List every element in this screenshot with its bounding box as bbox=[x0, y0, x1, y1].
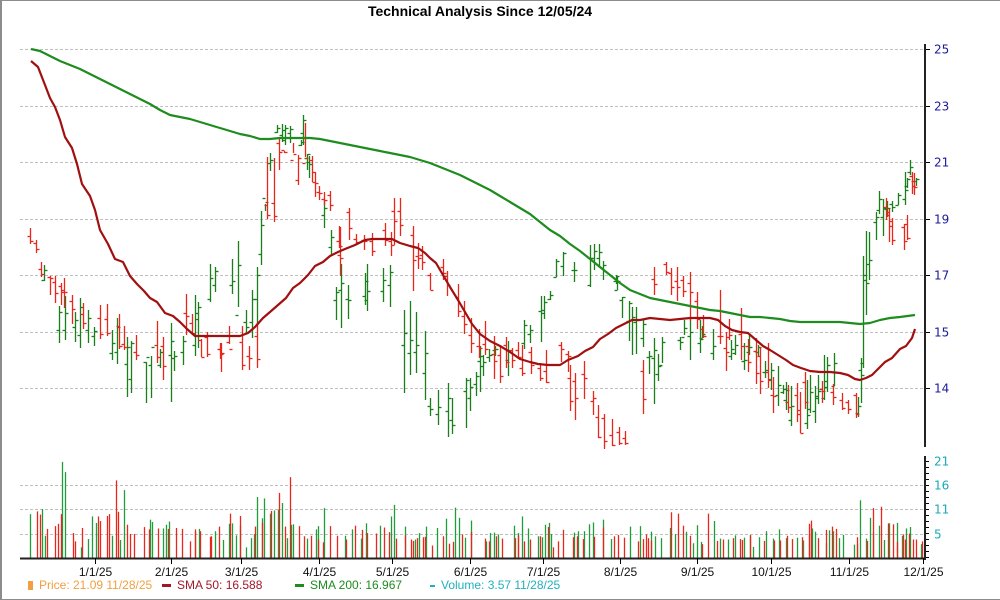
legend-sma50: SMA 50: 16.588 bbox=[162, 578, 262, 592]
svg-text:15: 15 bbox=[934, 326, 949, 340]
svg-text:3/1/25: 3/1/25 bbox=[225, 565, 259, 579]
svg-text:21: 21 bbox=[934, 156, 949, 170]
sma200-swatch-icon bbox=[295, 584, 304, 588]
svg-text:10/1/25: 10/1/25 bbox=[751, 565, 791, 579]
svg-text:16: 16 bbox=[934, 479, 949, 493]
svg-text:9/1/25: 9/1/25 bbox=[681, 565, 715, 579]
svg-text:17: 17 bbox=[934, 269, 949, 283]
svg-text:7/1/25: 7/1/25 bbox=[527, 565, 561, 579]
svg-text:11: 11 bbox=[934, 503, 949, 517]
legend-volume-label: Volume: 3.57 11/28/25 bbox=[441, 578, 561, 592]
volume-bars bbox=[29, 461, 924, 558]
svg-text:23: 23 bbox=[934, 100, 949, 114]
price-ohlc-bars bbox=[27, 115, 920, 449]
sma-lines bbox=[30, 47, 917, 382]
svg-text:2/1/25: 2/1/25 bbox=[155, 565, 189, 579]
svg-text:5/1/25: 5/1/25 bbox=[376, 565, 410, 579]
svg-text:6/1/25: 6/1/25 bbox=[454, 565, 488, 579]
svg-text:21: 21 bbox=[934, 455, 949, 469]
svg-text:4/1/25: 4/1/25 bbox=[303, 565, 337, 579]
price-gridlines bbox=[20, 49, 925, 389]
axes: 14 15 17 19 21 23 25 5 11 16 21 bbox=[20, 43, 949, 560]
legend-price: Price: 21.09 11/28/25 bbox=[28, 578, 152, 592]
x-axis-labels: 1/1/25 2/1/25 3/1/25 4/1/25 5/1/25 6/1/25 7/1/… bbox=[79, 558, 944, 579]
legend-sma200: SMA 200: 16.967 bbox=[295, 578, 402, 592]
svg-text:11/1/25: 11/1/25 bbox=[830, 565, 869, 579]
legend-volume: Volume: 3.57 11/28/25 bbox=[430, 578, 560, 592]
svg-text:5: 5 bbox=[934, 528, 942, 542]
svg-text:1/1/25: 1/1/25 bbox=[79, 565, 113, 579]
chart-title: Technical Analysis Since 12/05/24 bbox=[367, 3, 593, 19]
sma50-swatch-icon bbox=[162, 584, 171, 588]
svg-text:14: 14 bbox=[934, 382, 949, 396]
volume-swatch-icon bbox=[430, 584, 435, 587]
svg-text:8/1/25: 8/1/25 bbox=[604, 565, 638, 579]
legend-price-label: Price: 21.09 11/28/25 bbox=[39, 578, 153, 592]
svg-text:25: 25 bbox=[934, 43, 949, 57]
volume-gridlines bbox=[20, 485, 925, 535]
svg-text:19: 19 bbox=[934, 213, 949, 227]
legend-sma50-label: SMA 50: 16.588 bbox=[177, 578, 263, 592]
legend-sma200-label: SMA 200: 16.967 bbox=[310, 578, 403, 592]
svg-text:12/1/25: 12/1/25 bbox=[903, 565, 943, 579]
price-swatch-icon bbox=[28, 581, 33, 591]
